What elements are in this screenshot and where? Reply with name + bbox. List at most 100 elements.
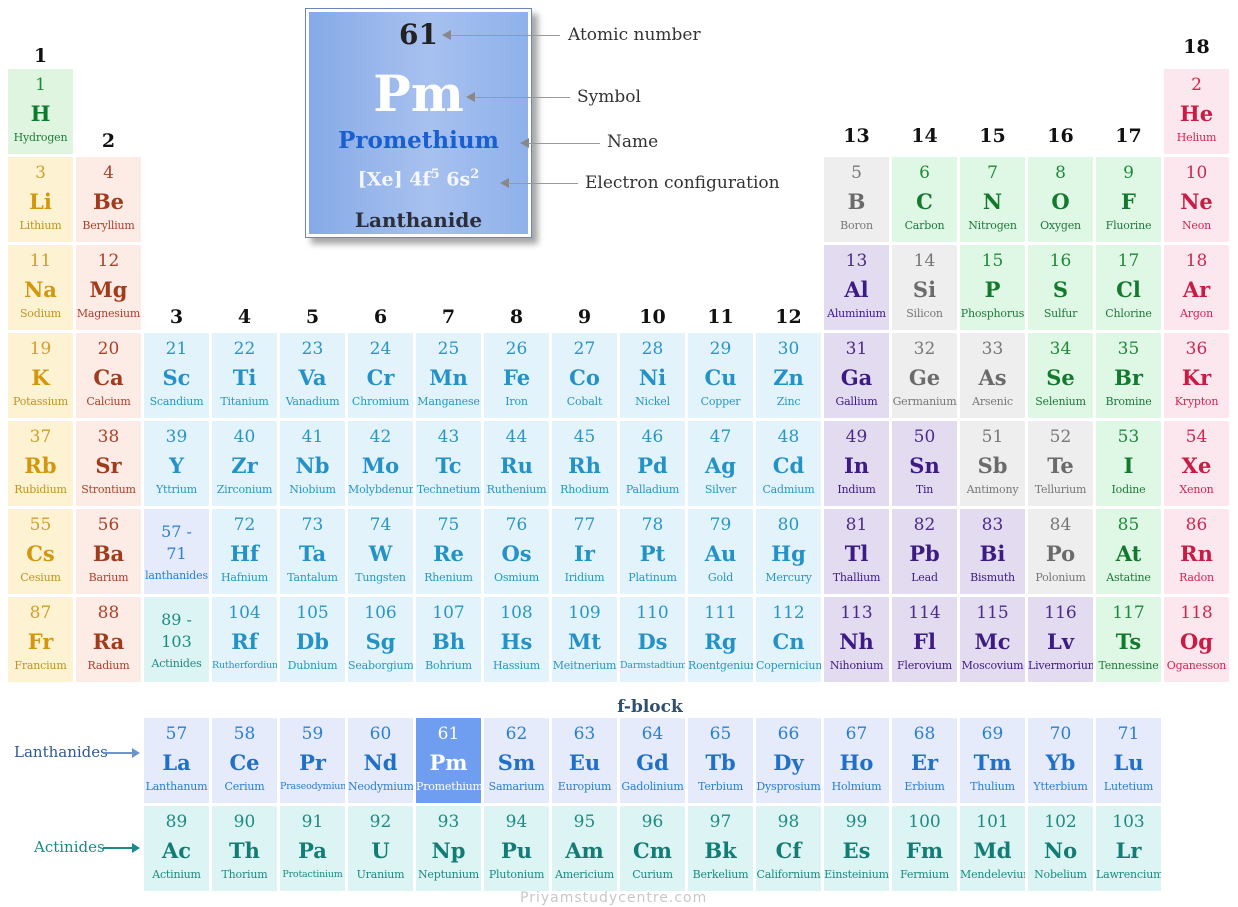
element-cell-cn[interactable]: 112 Cn Copernicium xyxy=(756,597,821,682)
element-cell-cm[interactable]: 96 Cm Curium xyxy=(620,806,685,891)
element-cell-in[interactable]: 49 In Indium xyxy=(824,421,889,506)
element-cell-sg[interactable]: 106 Sg Seaborgium xyxy=(348,597,413,682)
element-cell-sc[interactable]: 21 Sc Scandium xyxy=(144,333,209,418)
element-cell-lanthanides[interactable]: 57 - 71 lanthanides xyxy=(144,509,209,594)
element-cell-eu[interactable]: 63 Eu Europium xyxy=(552,718,617,803)
element-cell-fl[interactable]: 114 Fl Flerovium xyxy=(892,597,957,682)
element-cell-ru[interactable]: 44 Ru Ruthenium xyxy=(484,421,549,506)
element-cell-mn[interactable]: 25 Mn Manganese xyxy=(416,333,481,418)
element-cell-cr[interactable]: 24 Cr Chromium xyxy=(348,333,413,418)
element-cell-rg[interactable]: 111 Rg Roentgenium xyxy=(688,597,753,682)
element-cell-ta[interactable]: 73 Ta Tantalum xyxy=(280,509,345,594)
element-cell-fe[interactable]: 26 Fe Iron xyxy=(484,333,549,418)
element-cell-dy[interactable]: 66 Dy Dysprosium xyxy=(756,718,821,803)
element-cell-i[interactable]: 53 I Iodine xyxy=(1096,421,1161,506)
element-cell-actinides[interactable]: 89 - 103 Actinides xyxy=(144,597,209,682)
element-cell-mc[interactable]: 115 Mc Moscovium xyxy=(960,597,1025,682)
element-cell-at[interactable]: 85 At Astatine xyxy=(1096,509,1161,594)
element-cell-rh[interactable]: 45 Rh Rhodium xyxy=(552,421,617,506)
element-cell-be[interactable]: 4 Be Beryllium xyxy=(76,157,141,242)
element-cell-pa[interactable]: 91 Pa Protactinium xyxy=(280,806,345,891)
element-cell-la[interactable]: 57 La Lanthanum xyxy=(144,718,209,803)
element-cell-ca[interactable]: 20 Ca Calcium xyxy=(76,333,141,418)
element-cell-ne[interactable]: 10 Ne Neon xyxy=(1164,157,1229,242)
element-cell-cs[interactable]: 55 Cs Cesium xyxy=(8,509,73,594)
element-cell-br[interactable]: 35 Br Bromine xyxy=(1096,333,1161,418)
element-cell-ga[interactable]: 31 Ga Gallium xyxy=(824,333,889,418)
element-cell-sb[interactable]: 51 Sb Antimony xyxy=(960,421,1025,506)
element-cell-sr[interactable]: 38 Sr Strontium xyxy=(76,421,141,506)
element-cell-ar[interactable]: 18 Ar Argon xyxy=(1164,245,1229,330)
element-cell-hg[interactable]: 80 Hg Mercury xyxy=(756,509,821,594)
element-cell-na[interactable]: 11 Na Sodium xyxy=(8,245,73,330)
element-cell-zn[interactable]: 30 Zn Zinc xyxy=(756,333,821,418)
element-cell-nb[interactable]: 41 Nb Niobium xyxy=(280,421,345,506)
element-cell-re[interactable]: 75 Re Rhenium xyxy=(416,509,481,594)
element-cell-ti[interactable]: 22 Ti Titanium xyxy=(212,333,277,418)
element-cell-cu[interactable]: 29 Cu Copper xyxy=(688,333,753,418)
element-cell-lv[interactable]: 116 Lv Livermorium xyxy=(1028,597,1093,682)
element-cell-p[interactable]: 15 P Phosphorus xyxy=(960,245,1025,330)
element-cell-rf[interactable]: 104 Rf Rutherfordium xyxy=(212,597,277,682)
element-cell-ge[interactable]: 32 Ge Germanium xyxy=(892,333,957,418)
element-cell-ds[interactable]: 110 Ds Darmstadtium xyxy=(620,597,685,682)
element-cell-cf[interactable]: 98 Cf Californium xyxy=(756,806,821,891)
element-cell-b[interactable]: 5 B Boron xyxy=(824,157,889,242)
element-cell-ce[interactable]: 58 Ce Cerium xyxy=(212,718,277,803)
element-cell-ba[interactable]: 56 Ba Barium xyxy=(76,509,141,594)
element-cell-bh[interactable]: 107 Bh Bohrium xyxy=(416,597,481,682)
element-cell-ac[interactable]: 89 Ac Actinium xyxy=(144,806,209,891)
element-cell-am[interactable]: 95 Am Americium xyxy=(552,806,617,891)
element-cell-mo[interactable]: 42 Mo Molybdenum xyxy=(348,421,413,506)
element-cell-pd[interactable]: 46 Pd Palladium xyxy=(620,421,685,506)
element-cell-ra[interactable]: 88 Ra Radium xyxy=(76,597,141,682)
element-cell-tm[interactable]: 69 Tm Thulium xyxy=(960,718,1025,803)
element-cell-gd[interactable]: 64 Gd Gadolinium xyxy=(620,718,685,803)
element-cell-hs[interactable]: 108 Hs Hassium xyxy=(484,597,549,682)
element-cell-pb[interactable]: 82 Pb Lead xyxy=(892,509,957,594)
element-cell-bk[interactable]: 97 Bk Berkelium xyxy=(688,806,753,891)
element-cell-he[interactable]: 2 He Helium xyxy=(1164,69,1229,154)
element-cell-s[interactable]: 16 S Sulfur xyxy=(1028,245,1093,330)
element-cell-u[interactable]: 92 U Uranium xyxy=(348,806,413,891)
element-cell-po[interactable]: 84 Po Polonium xyxy=(1028,509,1093,594)
element-cell-kr[interactable]: 36 Kr Krypton xyxy=(1164,333,1229,418)
element-cell-os[interactable]: 76 Os Osmium xyxy=(484,509,549,594)
element-cell-zr[interactable]: 40 Zr Zirconium xyxy=(212,421,277,506)
element-cell-o[interactable]: 8 O Oxygen xyxy=(1028,157,1093,242)
element-cell-te[interactable]: 52 Te Tellurium xyxy=(1028,421,1093,506)
element-cell-og[interactable]: 118 Og Oganesson xyxy=(1164,597,1229,682)
element-cell-se[interactable]: 34 Se Selenium xyxy=(1028,333,1093,418)
element-cell-mt[interactable]: 109 Mt Meitnerium xyxy=(552,597,617,682)
element-cell-xe[interactable]: 54 Xe Xenon xyxy=(1164,421,1229,506)
element-cell-es[interactable]: 99 Es Einsteinium xyxy=(824,806,889,891)
element-cell-er[interactable]: 68 Er Erbium xyxy=(892,718,957,803)
element-cell-al[interactable]: 13 Al Aluminium xyxy=(824,245,889,330)
element-cell-au[interactable]: 79 Au Gold xyxy=(688,509,753,594)
element-cell-ho[interactable]: 67 Ho Holmium xyxy=(824,718,889,803)
element-cell-pr[interactable]: 59 Pr Praseodymium xyxy=(280,718,345,803)
element-cell-lu[interactable]: 71 Lu Lutetium xyxy=(1096,718,1161,803)
element-cell-rb[interactable]: 37 Rb Rubidium xyxy=(8,421,73,506)
element-cell-fr[interactable]: 87 Fr Francium xyxy=(8,597,73,682)
element-cell-va[interactable]: 23 Va Vanadium xyxy=(280,333,345,418)
element-cell-ni[interactable]: 28 Ni Nickel xyxy=(620,333,685,418)
element-cell-li[interactable]: 3 Li Lithium xyxy=(8,157,73,242)
element-cell-k[interactable]: 19 K Potassium xyxy=(8,333,73,418)
element-cell-w[interactable]: 74 W Tungsten xyxy=(348,509,413,594)
element-cell-db[interactable]: 105 Db Dubnium xyxy=(280,597,345,682)
element-cell-mg[interactable]: 12 Mg Magnesium xyxy=(76,245,141,330)
element-cell-as[interactable]: 33 As Arsenic xyxy=(960,333,1025,418)
element-cell-pm[interactable]: 61 Pm Promethium xyxy=(416,718,481,803)
element-cell-no[interactable]: 102 No Nobelium xyxy=(1028,806,1093,891)
element-cell-h[interactable]: 1 H Hydrogen xyxy=(8,69,73,154)
element-cell-bi[interactable]: 83 Bi Bismuth xyxy=(960,509,1025,594)
element-cell-md[interactable]: 101 Md Mendelevium xyxy=(960,806,1025,891)
element-cell-tl[interactable]: 81 Tl Thallium xyxy=(824,509,889,594)
element-cell-fm[interactable]: 100 Fm Fermium xyxy=(892,806,957,891)
element-cell-nh[interactable]: 113 Nh Nihonium xyxy=(824,597,889,682)
element-cell-si[interactable]: 14 Si Silicon xyxy=(892,245,957,330)
element-cell-ts[interactable]: 117 Ts Tennessine xyxy=(1096,597,1161,682)
element-cell-ir[interactable]: 77 Ir Iridium xyxy=(552,509,617,594)
element-cell-y[interactable]: 39 Y Yttrium xyxy=(144,421,209,506)
